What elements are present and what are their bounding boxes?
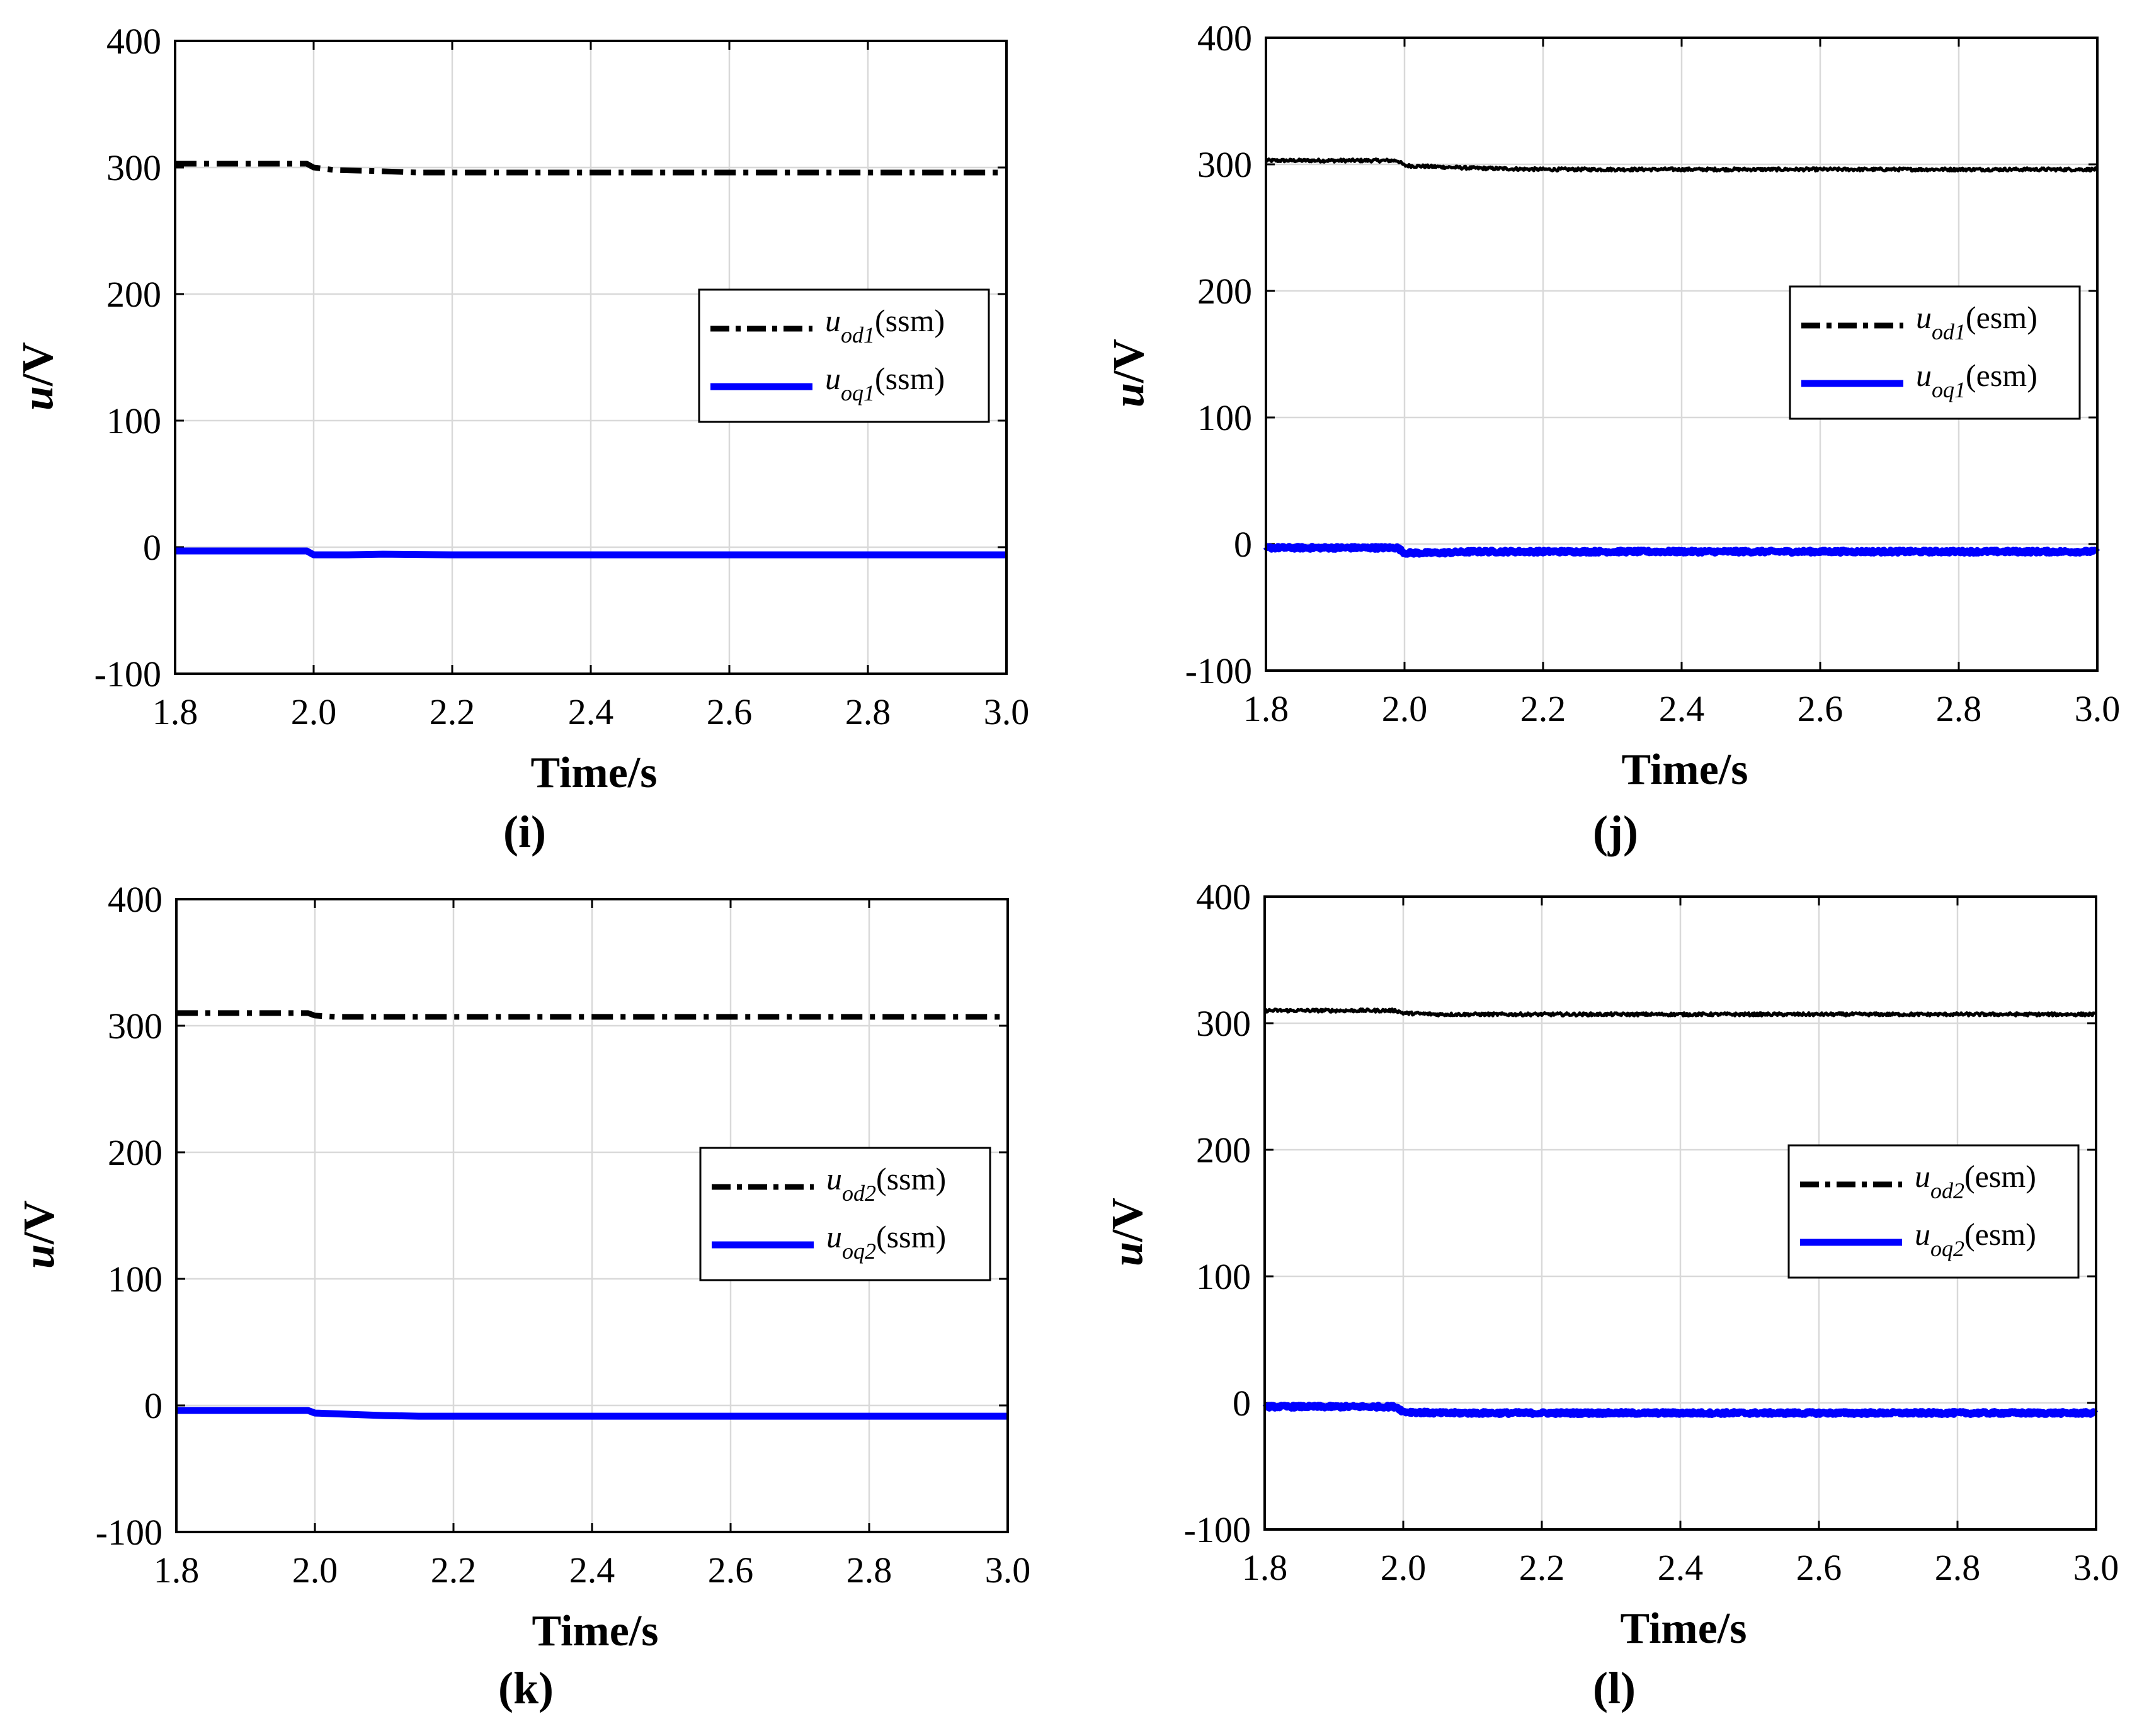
y-tick-label: -100 — [96, 1512, 162, 1553]
x-tick-label: 2.2 — [431, 1550, 477, 1591]
axes-frame — [174, 40, 1008, 675]
y-tick-label: 400 — [106, 21, 161, 62]
y-axis-label: u/V — [14, 342, 62, 411]
y-tick-label: 300 — [106, 147, 161, 188]
y-tick-label: 0 — [1234, 524, 1252, 565]
panel-caption: (j) — [1593, 807, 1638, 857]
x-axis-label: Time/s — [532, 1607, 659, 1655]
x-tick-label: 1.8 — [1243, 688, 1289, 729]
series-line-od2 — [1264, 1007, 2097, 1018]
x-tick-label: 2.4 — [568, 691, 614, 732]
chart-panel-l: 1.8 2.0 2.2 2.4 2.6 2.8 3.0 -100 0 100 200 300 400 uo… — [1103, 877, 2119, 1713]
y-tick-label: 300 — [1197, 144, 1252, 185]
x-axis-label: Time/s — [531, 749, 658, 797]
panel-caption: (l) — [1593, 1663, 1636, 1713]
y-tick-label: -100 — [1185, 650, 1252, 691]
legend-label-od1: uod1(ssm) — [825, 303, 945, 348]
y-tick-label: 100 — [108, 1259, 162, 1300]
x-tick-label: 2.8 — [1935, 1547, 1981, 1588]
legend-label-oq2: uoq2(ssm) — [826, 1219, 946, 1264]
x-tick-label: 2.0 — [1381, 1547, 1427, 1588]
x-tick-label: 2.2 — [430, 691, 476, 732]
x-tick-label: 1.8 — [1242, 1547, 1288, 1588]
y-tick-label: 100 — [106, 400, 161, 441]
axes-frame — [175, 898, 1009, 1533]
legend-box — [699, 1147, 991, 1281]
x-tick-label: 3.0 — [2073, 1547, 2119, 1588]
x-tick-label: 2.6 — [1798, 688, 1844, 729]
x-tick-label: 2.6 — [707, 691, 753, 732]
series-line-oq1 — [175, 547, 1006, 559]
y-tick-label: 400 — [1196, 877, 1251, 917]
y-tick-label: 200 — [108, 1132, 162, 1173]
y-tick-label: 100 — [1196, 1256, 1251, 1297]
axes-frame — [1263, 895, 2097, 1531]
series-line-od2 — [176, 1010, 1008, 1020]
chart-panel-i: 1.8 2.0 2.2 2.4 2.6 2.8 3.0 -100 0 100 200 300 400 uo… — [14, 21, 1029, 857]
x-tick-label: 2.4 — [1659, 688, 1705, 729]
x-tick-label: 3.0 — [984, 691, 1030, 732]
legend-label-od2: uod2(ssm) — [826, 1161, 946, 1206]
series-line-oq2 — [1262, 1402, 2099, 1418]
y-tick-label: -100 — [1184, 1509, 1251, 1550]
axes-frame — [1265, 37, 2099, 672]
x-tick-label: 2.8 — [1936, 688, 1982, 729]
y-tick-label: 100 — [1197, 397, 1252, 438]
y-axis-label: u/V — [15, 1200, 64, 1269]
y-tick-label: -100 — [94, 654, 161, 695]
y-tick-label: 400 — [108, 879, 162, 920]
x-tick-label: 2.4 — [1658, 1547, 1704, 1588]
x-tick-label: 2.0 — [291, 691, 337, 732]
legend: uod1(ssm) uoq1(ssm) — [698, 288, 990, 423]
legend-label-oq1: uoq1(ssm) — [825, 361, 945, 406]
y-tick-label: 300 — [1196, 1003, 1251, 1044]
legend-box — [1789, 285, 2081, 420]
y-axis-label: u/V — [1105, 339, 1153, 407]
y-tick-label: 300 — [108, 1006, 162, 1047]
x-tick-label: 2.8 — [845, 691, 891, 732]
series-line-oq1 — [1263, 543, 2100, 558]
x-axis-label: Time/s — [1621, 1604, 1747, 1653]
legend-label-od2: uod2(esm) — [1915, 1159, 2036, 1203]
panel-caption: (k) — [498, 1663, 554, 1713]
legend-box — [698, 288, 990, 423]
y-tick-label: 0 — [1233, 1383, 1251, 1424]
x-axis-label: Time/s — [1622, 746, 1748, 794]
x-tick-label: 2.4 — [569, 1550, 615, 1591]
x-tick-label: 1.8 — [152, 691, 198, 732]
x-tick-label: 2.6 — [708, 1550, 754, 1591]
panel-caption: (i) — [503, 807, 546, 857]
chart-panel-j: 1.8 2.0 2.2 2.4 2.6 2.8 3.0 -100 0 100 200 300 400 uo… — [1105, 18, 2120, 857]
legend-label-od1: uod1(esm) — [1916, 300, 2037, 344]
legend: uod2(esm) uoq2(esm) — [1787, 1144, 2080, 1279]
x-tick-label: 2.2 — [1519, 1547, 1565, 1588]
chart-panel-k: 1.8 2.0 2.2 2.4 2.6 2.8 3.0 -100 0 100 200 300 400 uo… — [15, 879, 1030, 1713]
x-tick-label: 2.2 — [1520, 688, 1566, 729]
y-tick-label: 400 — [1197, 18, 1252, 59]
x-tick-label: 1.8 — [154, 1550, 200, 1591]
legend-label-oq1: uoq1(esm) — [1916, 358, 2037, 402]
series-line-oq2 — [176, 1407, 1008, 1420]
legend-label-oq2: uoq2(esm) — [1915, 1217, 2036, 1261]
y-tick-label: 200 — [1197, 271, 1252, 312]
y-tick-label: 0 — [143, 527, 161, 568]
y-tick-label: 200 — [1196, 1130, 1251, 1171]
legend: uod1(esm) uoq1(esm) — [1789, 285, 2081, 420]
y-tick-label: 200 — [106, 274, 161, 315]
series-line-od1 — [175, 161, 1006, 176]
legend-box — [1787, 1144, 2080, 1279]
x-tick-label: 2.0 — [292, 1550, 338, 1591]
x-tick-label: 2.6 — [1796, 1547, 1842, 1588]
x-tick-label: 2.0 — [1382, 688, 1428, 729]
y-axis-label: u/V — [1103, 1198, 1152, 1266]
x-tick-label: 3.0 — [985, 1550, 1031, 1591]
series-line-od1 — [1265, 157, 2099, 173]
x-tick-label: 3.0 — [2075, 688, 2121, 729]
legend: uod2(ssm) uoq2(ssm) — [699, 1147, 991, 1281]
y-tick-label: 0 — [144, 1385, 162, 1426]
x-tick-label: 2.8 — [846, 1550, 892, 1591]
